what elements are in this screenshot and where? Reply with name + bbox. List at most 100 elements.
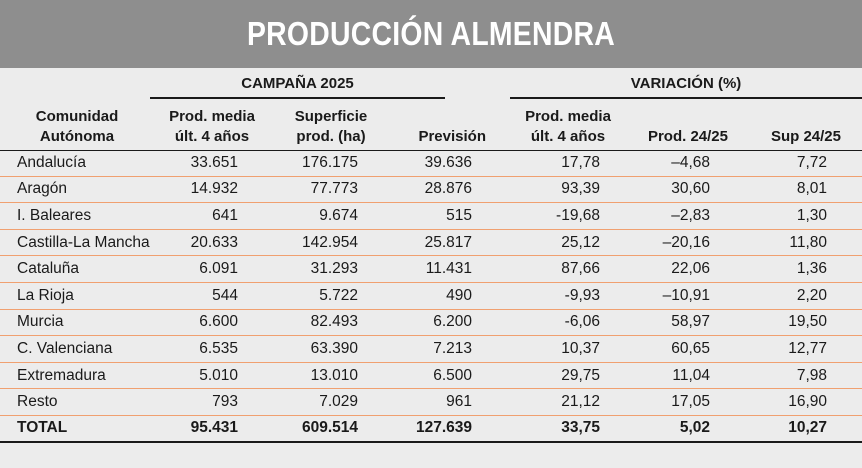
table-row: Resto 793 7.029 961 21,12 17,05 16,90 <box>0 389 862 416</box>
cell-comunidad: Resto <box>17 393 58 411</box>
cell-superficie: 7.029 <box>319 393 358 411</box>
column-header-prod-24-25: Prod. 24/25 <box>647 128 728 145</box>
table-body: Andalucía 33.651 176.175 39.636 17,78 –4… <box>0 150 862 443</box>
cell-var-prod-media: 29,75 <box>561 366 600 384</box>
cell-var-prod-media: -6,06 <box>564 313 600 331</box>
cell-superficie: 77.773 <box>310 180 358 198</box>
column-header-sup-24-25: Sup 24/25 <box>770 128 841 145</box>
cell-prevision: 11.431 <box>425 260 472 278</box>
cell-comunidad: Murcia <box>17 313 64 331</box>
cell-prevision: 490 <box>446 286 472 304</box>
cell-prod-media: 33.651 <box>190 153 238 171</box>
table-row: Murcia 6.600 82.493 6.200 -6,06 58,97 19… <box>0 310 862 337</box>
cell-total-label: TOTAL <box>17 419 68 437</box>
cell-var-prod-24-25: 22,06 <box>671 260 710 278</box>
cell-prevision: 6.200 <box>433 313 472 331</box>
column-header-prevision: Previsión <box>418 128 486 145</box>
cell-var-prod-24-25: 60,65 <box>671 339 710 357</box>
cell-var-prod-24-25: 17,05 <box>671 393 710 411</box>
cell-var-prod-24-25: –4,68 <box>671 153 710 171</box>
cell-superficie: 13.010 <box>310 366 358 384</box>
cell-comunidad: C. Valenciana <box>17 339 113 357</box>
cell-prod-media: 641 <box>212 206 238 224</box>
cell-comunidad: Castilla-La Mancha <box>17 233 150 251</box>
table-row: Andalucía 33.651 176.175 39.636 17,78 –4… <box>0 150 862 177</box>
cell-var-sup-24-25: 2,20 <box>796 286 827 304</box>
cell-prod-media: 6.600 <box>199 313 238 331</box>
cell-prod-media: 6.535 <box>199 339 238 357</box>
group-header-campana: CAMPAÑA 2025 <box>241 74 354 92</box>
cell-prod-media: 544 <box>212 286 238 304</box>
cell-prod-media: 6.091 <box>199 260 238 278</box>
cell-var-sup-24-25: 1,30 <box>796 206 827 224</box>
column-header-comunidad: Comunidad Autónoma <box>35 108 119 145</box>
cell-prevision: 39.636 <box>424 153 472 171</box>
group-rule-campana <box>150 97 445 99</box>
cell-var-sup-24-25: 19,50 <box>788 313 827 331</box>
cell-var-sup-24-25: 12,77 <box>788 339 827 357</box>
table-title-bar: PRODUCCIÓN ALMENDRA <box>0 0 862 68</box>
cell-prod-media: 5.010 <box>199 366 238 384</box>
cell-total-superficie: 609.514 <box>301 419 358 437</box>
cell-superficie: 5.722 <box>319 286 358 304</box>
cell-comunidad: Andalucía <box>17 153 86 171</box>
cell-comunidad: Cataluña <box>17 260 80 278</box>
cell-var-sup-24-25: 11,80 <box>789 233 827 251</box>
column-header-var-prod-media: Prod. media últ. 4 años <box>525 108 611 145</box>
table-row: Aragón 14.932 77.773 28.876 93,39 30,60 … <box>0 177 862 204</box>
column-header-superficie: Superficie prod. (ha) <box>294 108 368 145</box>
header-rule <box>0 150 862 151</box>
cell-var-prod-24-25: 30,60 <box>671 180 710 198</box>
cell-var-sup-24-25: 7,72 <box>796 153 827 171</box>
cell-var-prod-media: -19,68 <box>556 206 600 224</box>
cell-superficie: 176.175 <box>301 153 358 171</box>
table-row: I. Baleares 641 9.674 515 -19,68 –2,83 1… <box>0 203 862 230</box>
cell-comunidad: Extremadura <box>17 366 106 384</box>
cell-superficie: 63.390 <box>310 339 358 357</box>
cell-superficie: 82.493 <box>310 313 358 331</box>
cell-var-prod-media: 93,39 <box>561 180 600 198</box>
cell-total-prod-media: 95.431 <box>190 419 238 437</box>
cell-total-var-prod-media: 33,75 <box>561 419 600 437</box>
cell-prod-media: 20.633 <box>190 233 238 251</box>
cell-prevision: 28.876 <box>424 180 472 198</box>
table-row: La Rioja 544 5.722 490 -9,93 –10,91 2,20 <box>0 283 862 310</box>
cell-var-sup-24-25: 1,36 <box>796 260 827 278</box>
cell-superficie: 31.293 <box>310 260 358 278</box>
cell-comunidad: I. Baleares <box>17 206 92 224</box>
cell-total-prevision: 127.639 <box>415 419 472 437</box>
cell-var-prod-24-25: 11,04 <box>672 366 710 384</box>
cell-var-prod-media: 25,12 <box>561 233 600 251</box>
cell-var-sup-24-25: 16,90 <box>788 393 827 411</box>
cell-comunidad: Aragón <box>17 180 67 198</box>
cell-var-sup-24-25: 8,01 <box>796 180 827 198</box>
cell-var-prod-media: 21,12 <box>561 393 600 411</box>
cell-total-var-prod-24-25: 5,02 <box>679 419 710 437</box>
table-row: Castilla-La Mancha 20.633 142.954 25.817… <box>0 230 862 257</box>
cell-prod-media: 14.932 <box>190 180 238 198</box>
table-row-total: TOTAL 95.431 609.514 127.639 33,75 5,02 … <box>0 416 862 443</box>
cell-var-prod-24-25: –20,16 <box>662 233 710 251</box>
cell-comunidad: La Rioja <box>17 286 74 304</box>
cell-total-var-sup-24-25: 10,27 <box>788 419 827 437</box>
cell-var-sup-24-25: 7,98 <box>796 366 827 384</box>
cell-var-prod-24-25: 58,97 <box>671 313 710 331</box>
group-rule-variacion <box>510 97 862 99</box>
cell-var-prod-24-25: –10,91 <box>662 286 710 304</box>
table-row: Extremadura 5.010 13.010 6.500 29,75 11,… <box>0 363 862 390</box>
cell-var-prod-media: 17,78 <box>561 153 600 171</box>
cell-prod-media: 793 <box>212 393 238 411</box>
cell-prevision: 961 <box>446 393 472 411</box>
cell-prevision: 25.817 <box>424 233 472 251</box>
cell-prevision: 7.213 <box>433 339 472 357</box>
cell-var-prod-media: 87,66 <box>561 260 600 278</box>
table-row: Cataluña 6.091 31.293 11.431 87,66 22,06… <box>0 256 862 283</box>
cell-var-prod-24-25: –2,83 <box>671 206 710 224</box>
cell-superficie: 142.954 <box>301 233 358 251</box>
table-title: PRODUCCIÓN ALMENDRA <box>246 15 616 52</box>
table-row: C. Valenciana 6.535 63.390 7.213 10,37 6… <box>0 336 862 363</box>
cell-prevision: 6.500 <box>433 366 472 384</box>
column-header-prod-media: Prod. media últ. 4 años <box>169 108 255 145</box>
cell-var-prod-media: 10,37 <box>561 339 600 357</box>
cell-prevision: 515 <box>446 206 472 224</box>
